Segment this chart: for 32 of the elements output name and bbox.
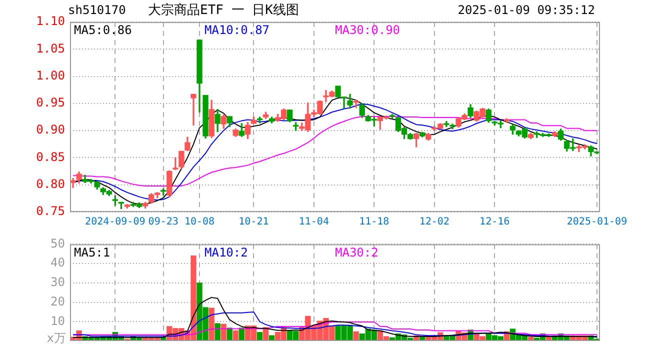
text: MA5:0.86 [74, 23, 132, 38]
y-tick-label: 20 [50, 294, 65, 308]
text: MA30:2 [335, 245, 378, 260]
x-tick-label: 12-02 [419, 216, 450, 228]
y-tick-label: 1.10 [36, 14, 65, 28]
x-tick-label: 12-16 [480, 216, 510, 228]
y-tick-label: 0.90 [36, 122, 65, 137]
chart-subtitle: sh510170 [68, 3, 126, 17]
y-tick-label: 30 [50, 275, 65, 290]
x-tick-label: 10-08 [184, 216, 215, 228]
x-tick-label: 10-21 [238, 216, 269, 228]
y-tick-label: 10 [50, 314, 65, 328]
x-tick-label: 09-23 [148, 216, 178, 228]
y-tick-label: 50 [50, 236, 65, 250]
y-tick-label: 0.80 [36, 176, 65, 191]
y-tick-label: 1.05 [36, 41, 65, 56]
y-tick-label: 40 [50, 256, 65, 270]
y-tick-label: 0.85 [36, 150, 65, 164]
text: MA10:2 [204, 245, 248, 260]
y-tick-label: 1.00 [36, 68, 65, 82]
text: 2025-01-09 09:35:12 [458, 3, 595, 17]
x-tick-label: 11-04 [298, 216, 329, 228]
text: MA5:1 [74, 245, 110, 260]
x-tick-label: 2024-09-09 [85, 216, 146, 228]
y-axis-title: x万 [46, 331, 66, 346]
chart-title: 大宗商品ETF 一 日K线图 [148, 2, 299, 19]
x-tick-label: 2025-01-09 [566, 216, 628, 228]
text: MA30:0.90 [335, 23, 400, 38]
y-tick-label: 0.75 [36, 204, 65, 218]
x-tick-label: 11-18 [359, 216, 390, 228]
text: MA10:0.87 [204, 23, 270, 38]
y-tick-label: 0.95 [36, 96, 65, 110]
